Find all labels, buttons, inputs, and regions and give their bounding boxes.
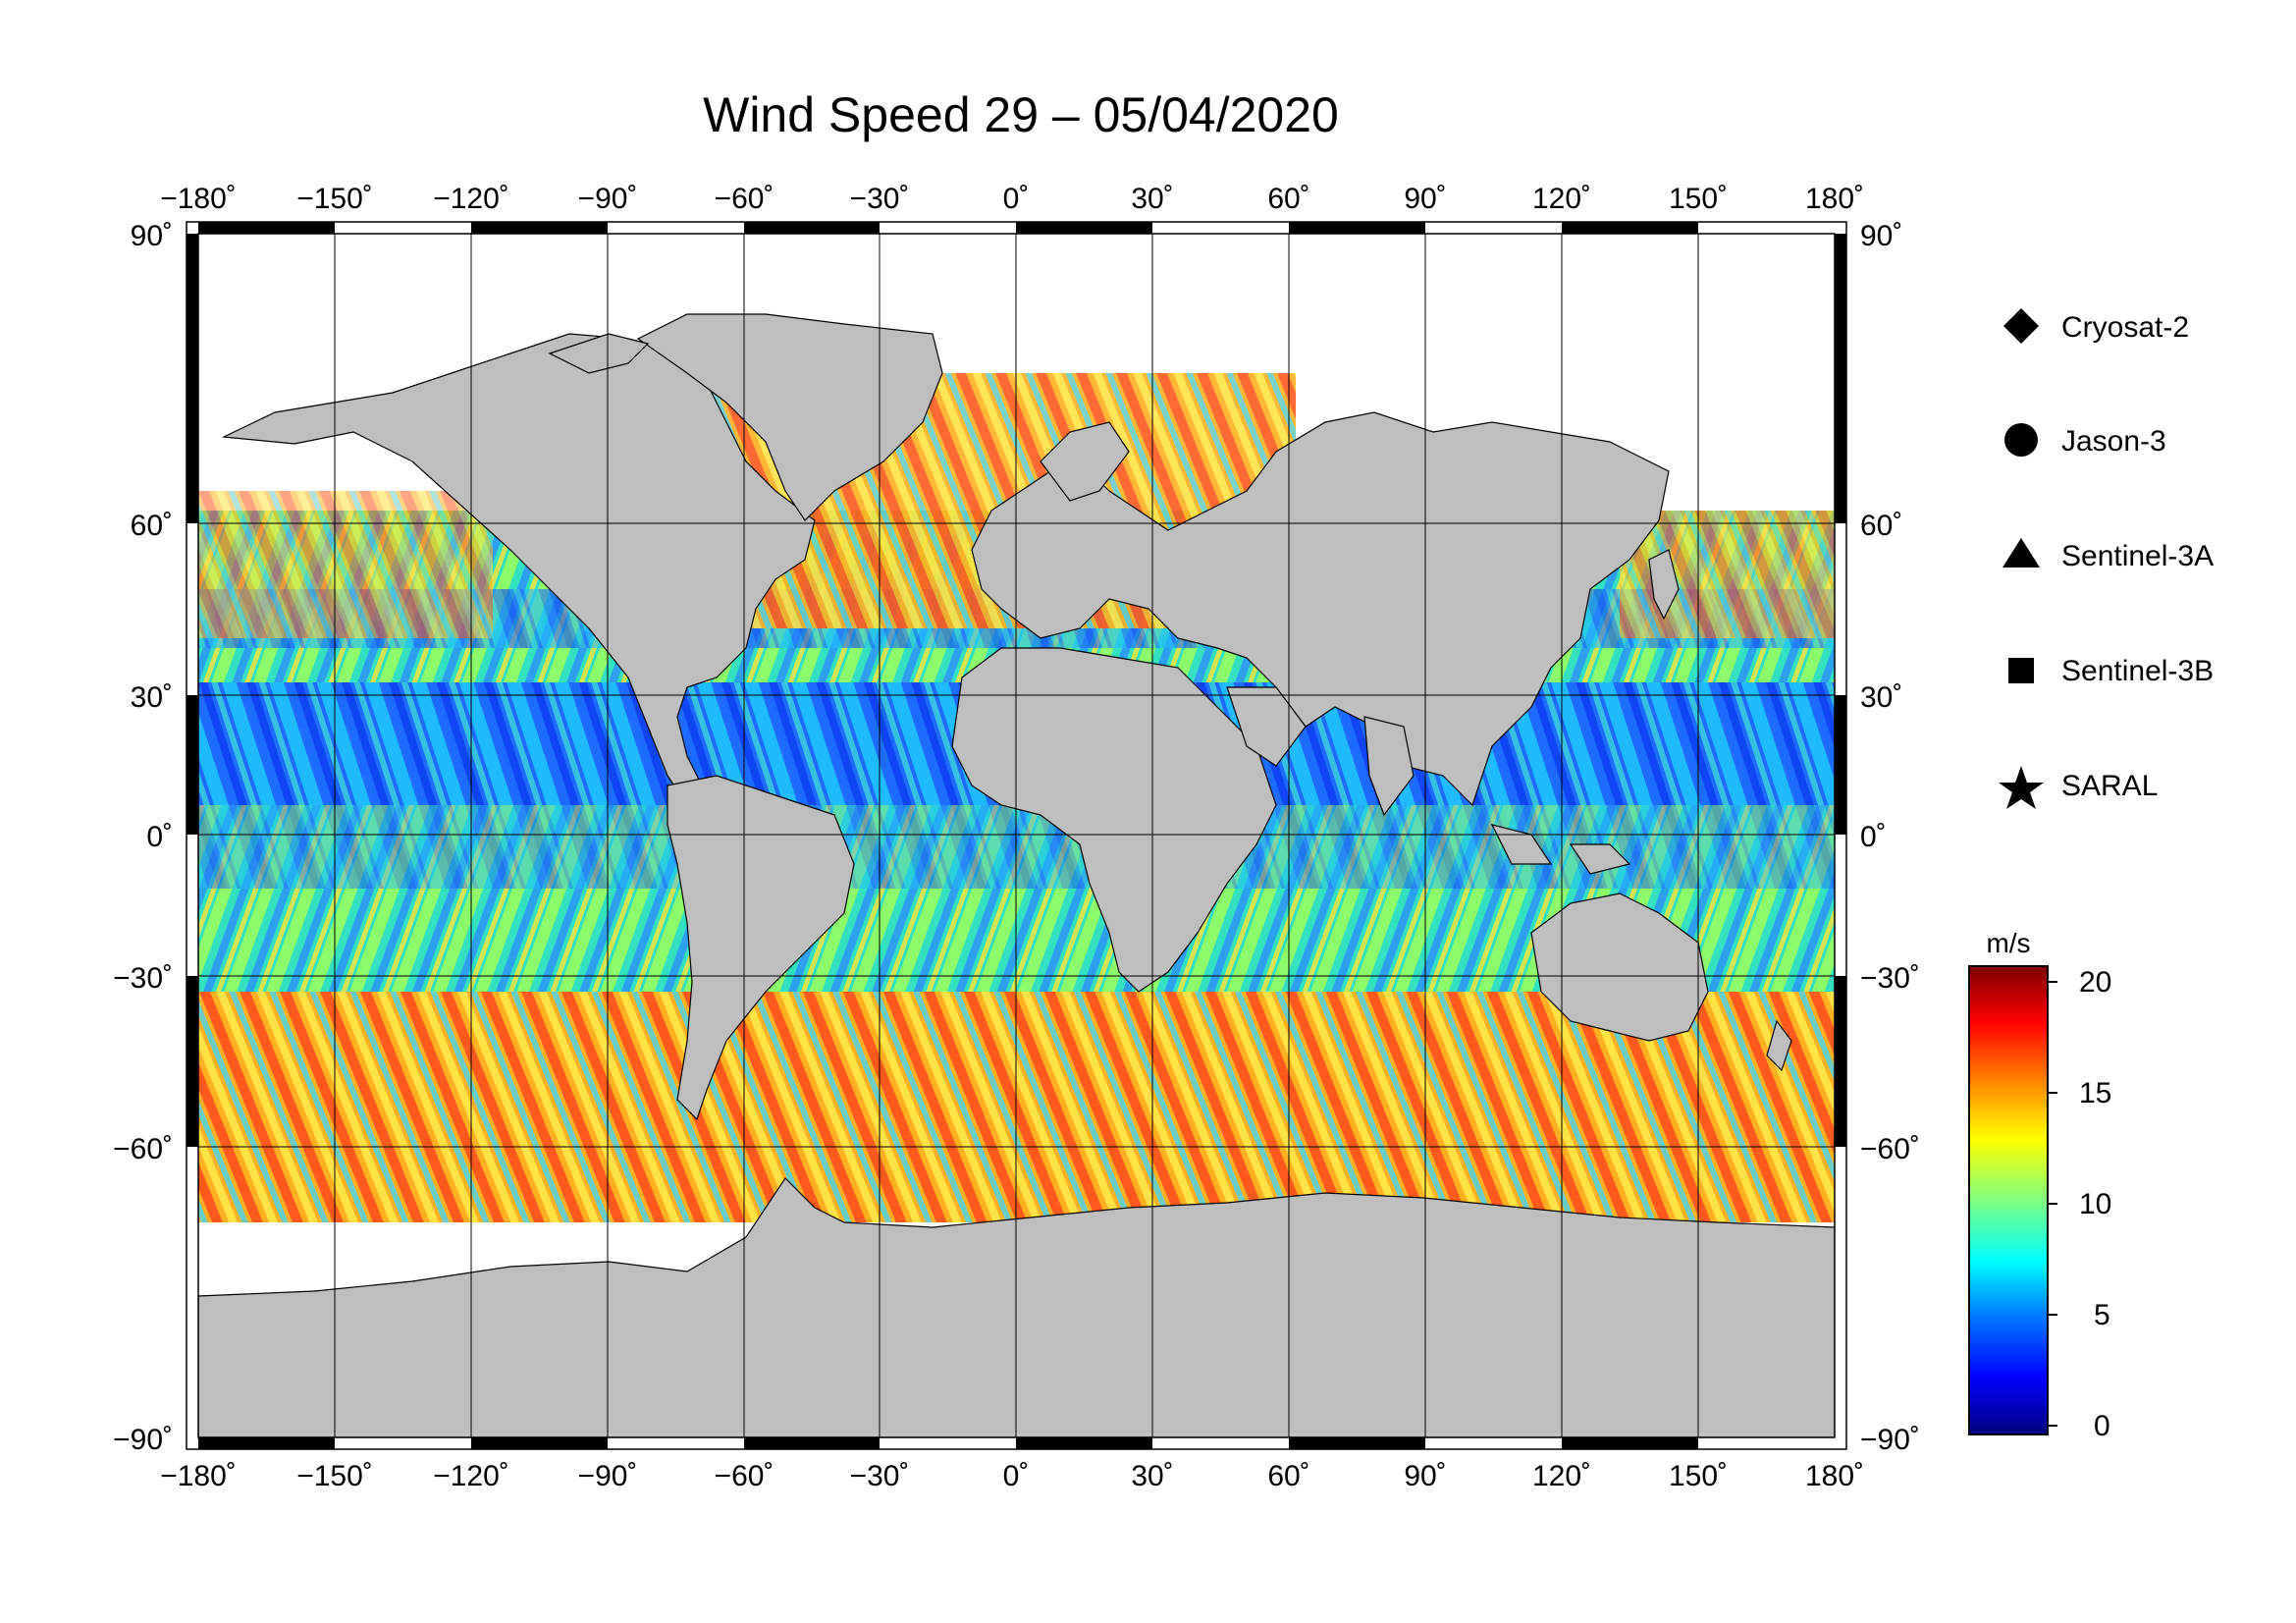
lat-label-left: −60˚ bbox=[113, 1133, 173, 1165]
lat-label-left: 0˚ bbox=[146, 821, 173, 853]
lon-label-bottom: 150˚ bbox=[1669, 1460, 1728, 1492]
colorbar-tick: 20 bbox=[2079, 966, 2111, 999]
lon-label-bottom: 180˚ bbox=[1805, 1460, 1864, 1492]
lat-label-right: 90˚ bbox=[1860, 220, 1902, 252]
diamond-icon bbox=[2003, 308, 2039, 344]
square-icon bbox=[2008, 658, 2034, 683]
colorbar-tick: 15 bbox=[2079, 1077, 2111, 1109]
lon-label-top: −90˚ bbox=[578, 183, 638, 215]
lat-label-left: −30˚ bbox=[113, 962, 173, 995]
legend-item-sentinel-3b: Sentinel-3B bbox=[2008, 655, 2214, 687]
lon-label-bottom: 30˚ bbox=[1131, 1460, 1173, 1492]
map-title: Wind Speed 29 – 05/04/2020 bbox=[703, 87, 1339, 142]
lon-label-top: −120˚ bbox=[433, 183, 509, 215]
colorbar-tick: 10 bbox=[2079, 1188, 2111, 1220]
legend-label: SARAL bbox=[2061, 770, 2158, 802]
lon-label-bottom: −90˚ bbox=[578, 1460, 638, 1492]
lon-label-bottom: 120˚ bbox=[1532, 1460, 1591, 1492]
south-america bbox=[667, 775, 855, 1121]
lon-label-bottom: 90˚ bbox=[1404, 1460, 1446, 1492]
circle-icon bbox=[2004, 423, 2038, 457]
lat-label-right: −90˚ bbox=[1860, 1424, 1920, 1456]
lon-label-top: −60˚ bbox=[715, 183, 774, 215]
lat-label-left: 30˚ bbox=[131, 681, 173, 714]
colorbar-tick: 5 bbox=[2094, 1299, 2110, 1331]
colorbar: m/s 20 15 10 5 0 bbox=[1968, 928, 2111, 1442]
lon-labels-bottom: −180˚ −150˚ −120˚ −90˚ −60˚ −30˚ 0˚ 30˚ … bbox=[160, 1460, 1864, 1492]
colorbar-ticks: 20 15 10 5 0 bbox=[2079, 966, 2111, 1442]
lon-label-top: 150˚ bbox=[1669, 183, 1728, 215]
lon-label-bottom: −60˚ bbox=[715, 1460, 774, 1492]
lat-label-left: 90˚ bbox=[131, 220, 173, 252]
lon-label-top: 0˚ bbox=[1003, 183, 1030, 215]
lon-labels-top: −180˚ −150˚ −120˚ −90˚ −60˚ −30˚ 0˚ 30˚ … bbox=[160, 183, 1864, 215]
greenland bbox=[636, 313, 943, 521]
lat-label-right: 60˚ bbox=[1860, 510, 1902, 542]
legend-item-jason-3: Jason-3 bbox=[2004, 423, 2166, 458]
colorbar-tick: 0 bbox=[2094, 1410, 2110, 1442]
star-icon bbox=[1999, 766, 2044, 809]
lat-labels-left: 90˚ 60˚ 30˚ 0˚ −30˚ −60˚ −90˚ bbox=[113, 220, 173, 1456]
legend-label: Sentinel-3A bbox=[2061, 540, 2214, 572]
north-america bbox=[221, 333, 816, 806]
lon-label-bottom: 0˚ bbox=[1003, 1460, 1030, 1492]
lat-label-right: 0˚ bbox=[1860, 821, 1887, 853]
triangle-icon bbox=[2002, 538, 2040, 568]
map-frame bbox=[186, 221, 1847, 1450]
lon-label-top: 30˚ bbox=[1131, 183, 1173, 215]
lon-label-top: −180˚ bbox=[160, 183, 237, 215]
lon-label-bottom: −120˚ bbox=[433, 1460, 509, 1492]
graticule bbox=[198, 234, 1835, 1437]
satellite-legend: Cryosat-2 Jason-3 Sentinel-3A Sentinel-3… bbox=[1999, 308, 2214, 809]
lat-label-left: −90˚ bbox=[113, 1424, 173, 1456]
lon-label-top: 60˚ bbox=[1267, 183, 1309, 215]
lon-label-top: 180˚ bbox=[1805, 183, 1864, 215]
legend-label: Sentinel-3B bbox=[2061, 655, 2214, 687]
legend-item-saral: SARAL bbox=[1999, 766, 2158, 809]
legend-label: Cryosat-2 bbox=[2061, 311, 2189, 344]
colorbar-gradient bbox=[1968, 965, 2049, 1435]
lat-label-right: −30˚ bbox=[1860, 962, 1920, 995]
lat-label-right: 30˚ bbox=[1860, 681, 1902, 714]
lon-label-bottom: −30˚ bbox=[850, 1460, 910, 1492]
eurasia bbox=[971, 411, 1670, 807]
lon-label-top: 120˚ bbox=[1532, 183, 1591, 215]
lon-label-top: −150˚ bbox=[296, 183, 373, 215]
lon-label-top: −30˚ bbox=[850, 183, 910, 215]
africa bbox=[951, 647, 1277, 993]
lat-label-right: −60˚ bbox=[1860, 1133, 1920, 1165]
colorbar-unit: m/s bbox=[1986, 928, 2030, 958]
legend-item-sentinel-3a: Sentinel-3A bbox=[2002, 538, 2214, 572]
lon-label-bottom: 60˚ bbox=[1267, 1460, 1309, 1492]
lat-label-left: 60˚ bbox=[131, 510, 173, 542]
lon-label-top: 90˚ bbox=[1404, 183, 1446, 215]
lon-label-bottom: −150˚ bbox=[296, 1460, 373, 1492]
lon-label-bottom: −180˚ bbox=[160, 1460, 237, 1492]
legend-item-cryosat-2: Cryosat-2 bbox=[2003, 308, 2189, 344]
lat-labels-right: 90˚ 60˚ 30˚ 0˚ −30˚ −60˚ −90˚ bbox=[1860, 220, 1920, 1456]
legend-label: Jason-3 bbox=[2061, 425, 2166, 458]
